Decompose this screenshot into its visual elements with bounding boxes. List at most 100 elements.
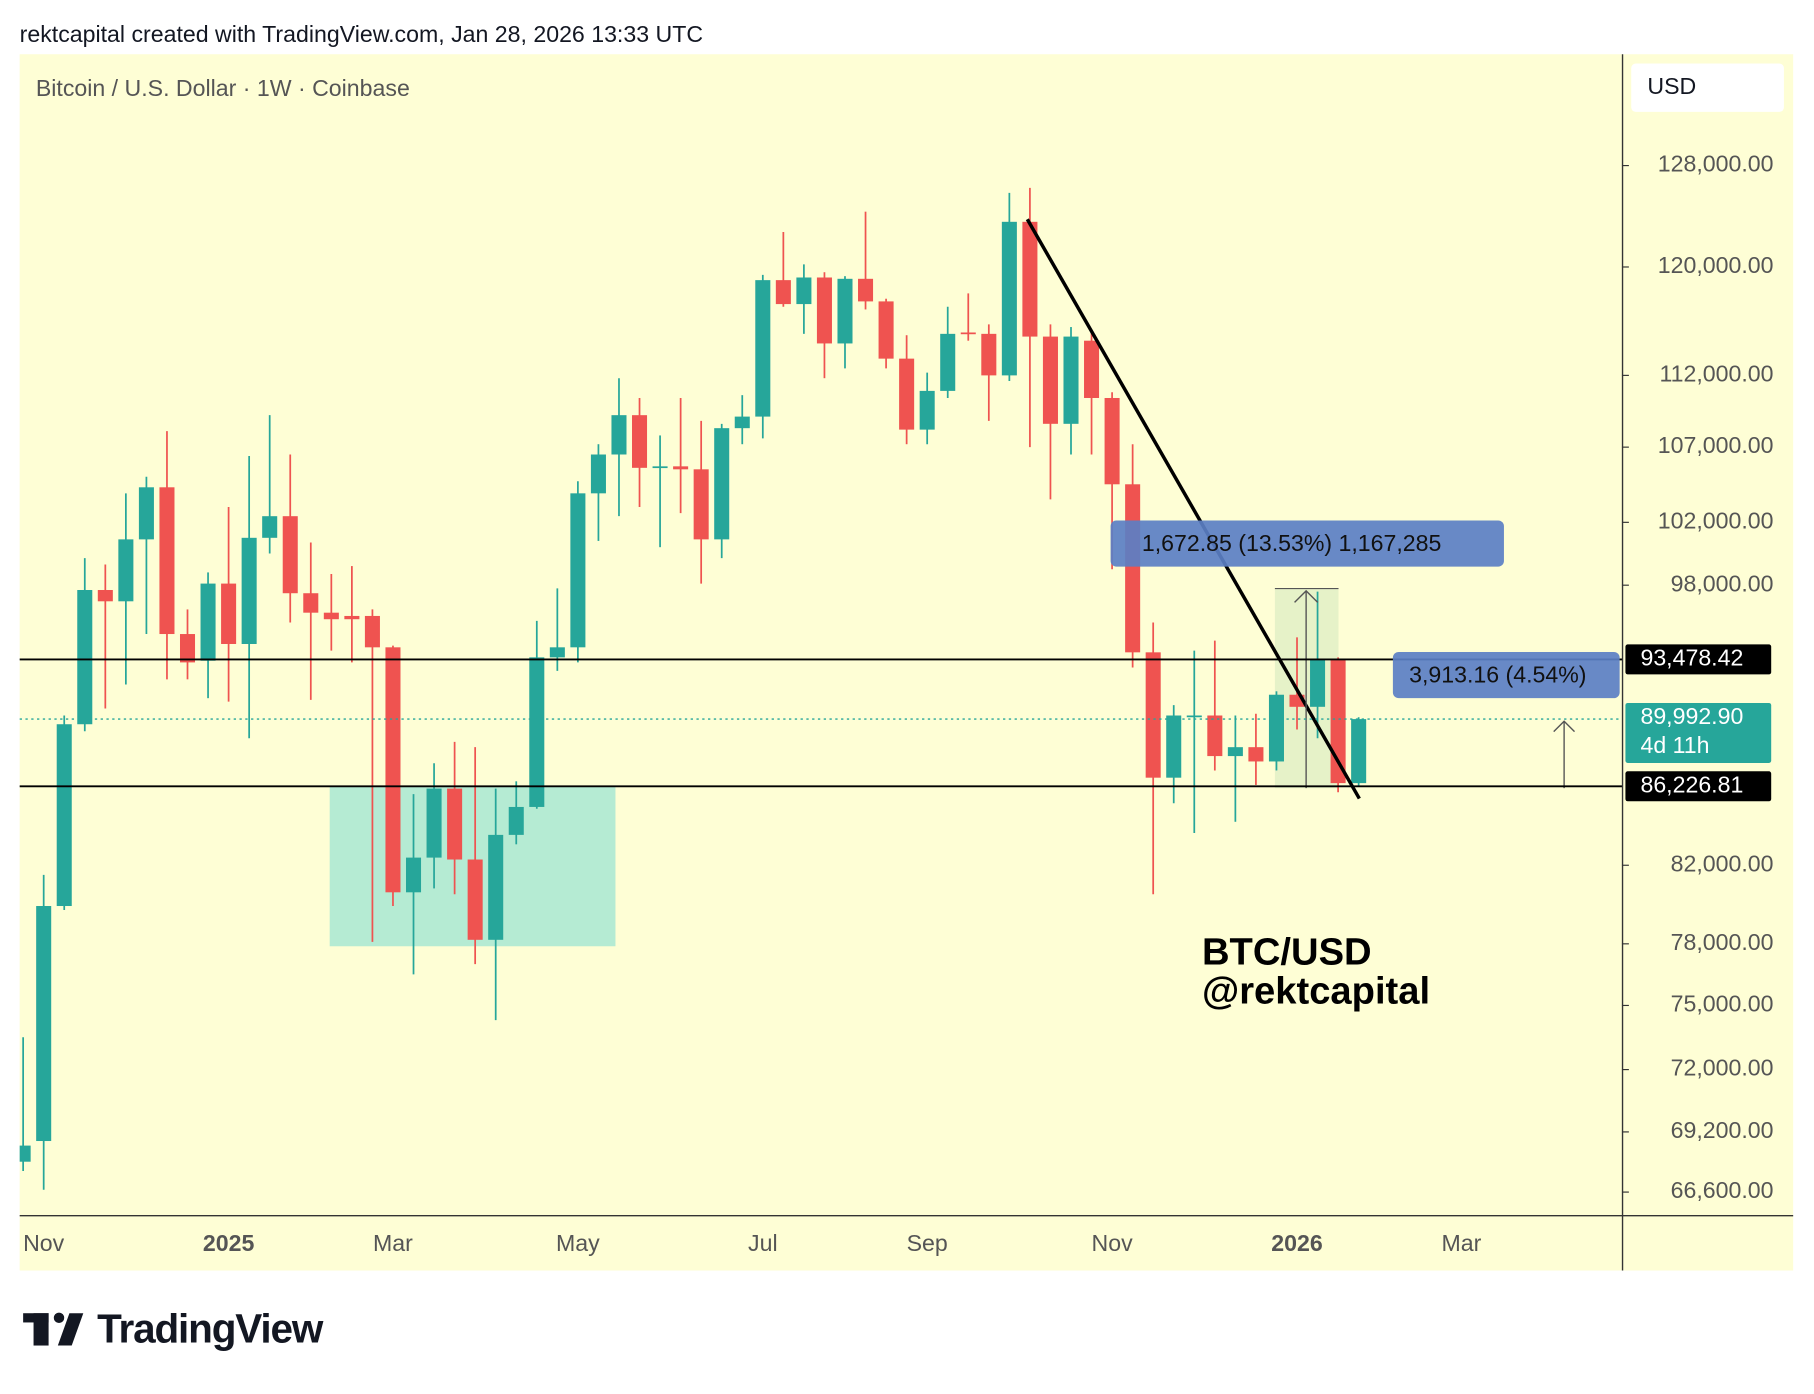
header: rektcapital created with TradingView.com… — [20, 21, 703, 47]
candle-body — [1084, 340, 1100, 398]
y-tick-label: 107,000.00 — [1658, 432, 1774, 458]
price-label-box — [1625, 644, 1772, 675]
watermark: BTC/USD — [1202, 930, 1372, 973]
candle-body — [1207, 715, 1223, 757]
currency: USD — [1647, 73, 1696, 99]
x-tick-label: Jul — [748, 1230, 778, 1256]
candle-body — [1186, 715, 1202, 718]
candle-body — [508, 806, 524, 835]
candle-body — [262, 516, 278, 538]
candle-body — [56, 724, 72, 907]
candle-body — [878, 301, 894, 359]
candle-body — [36, 906, 52, 1142]
price-label: 86,226.81 — [1640, 771, 1743, 797]
price-label: 89,992.90 — [1640, 703, 1743, 729]
candle-body — [775, 280, 791, 305]
candle-body — [323, 612, 339, 620]
candle-body — [652, 466, 668, 469]
candle-body — [344, 615, 360, 620]
chart-title: Bitcoin / U.S. Dollar · 1W · Coinbase — [36, 75, 410, 101]
candle-body — [447, 788, 463, 860]
candle-body — [1001, 221, 1017, 376]
candle-body — [241, 537, 257, 644]
logo-icon — [23, 1312, 84, 1346]
candle-body — [734, 416, 750, 429]
measure-arrow-head — [1294, 589, 1319, 603]
x-tick-label: 2026 — [1271, 1230, 1323, 1256]
y-tick-label: 66,600.00 — [1671, 1177, 1774, 1203]
candle-body — [816, 277, 832, 344]
candle-body — [426, 788, 442, 858]
candle-body — [364, 615, 380, 648]
candle-body — [200, 583, 216, 661]
price-label: 93,478.42 — [1640, 645, 1743, 671]
candle-body — [1063, 336, 1079, 424]
candle-body — [405, 857, 422, 893]
y-tick-label: 69,200.00 — [1671, 1117, 1774, 1143]
candle-body — [118, 539, 134, 602]
candle-body — [981, 333, 997, 376]
candle-body — [282, 516, 298, 594]
candle-body — [1248, 747, 1264, 762]
x-tick-label: Nov — [1092, 1230, 1134, 1256]
measure-box — [1110, 520, 1504, 567]
candle-body — [221, 583, 237, 644]
candle-body — [1022, 221, 1038, 337]
candle-body — [796, 277, 812, 305]
y-tick-label: 75,000.00 — [1671, 991, 1774, 1017]
trendline — [1025, 218, 1361, 800]
candle-body — [488, 834, 504, 940]
candle-body — [1351, 719, 1367, 784]
y-tick-label: 102,000.00 — [1658, 507, 1774, 533]
candle-body — [899, 358, 915, 430]
y-tick-label: 128,000.00 — [1658, 151, 1774, 177]
candle-body — [179, 634, 196, 663]
candle-body — [549, 647, 565, 658]
candle-body — [837, 278, 853, 344]
currency-box[interactable] — [1631, 63, 1784, 112]
measure-box — [1392, 651, 1620, 699]
measure-label: 3,913.16 (4.54%) — [1409, 661, 1586, 687]
candle-body — [1125, 484, 1141, 653]
x-tick-label: 2025 — [203, 1230, 255, 1256]
measure-label: 1,672.85 (13.53%) 1,167,285 — [1142, 530, 1442, 556]
y-tick-label: 78,000.00 — [1671, 929, 1774, 955]
y-tick-label: 120,000.00 — [1658, 252, 1774, 278]
candle-body — [940, 333, 956, 391]
candle-body — [960, 332, 976, 335]
candle-body — [77, 590, 93, 725]
candle-body — [632, 415, 648, 468]
countdown: 4d 11h — [1640, 732, 1709, 758]
candle-body — [1166, 715, 1182, 778]
y-tick-label: 82,000.00 — [1671, 850, 1774, 876]
candle-body — [1104, 397, 1120, 485]
candle-body — [467, 859, 483, 940]
price-levels: 93,478.42 89,992.90 4d 11h 86,226.81 — [19, 644, 1772, 802]
candle-body — [138, 487, 154, 540]
x-tick-label: May — [556, 1230, 600, 1256]
candle-body — [1042, 336, 1058, 424]
price-label-box — [1625, 702, 1772, 763]
candle-body — [755, 280, 771, 417]
x-tick-label: Mar — [373, 1230, 413, 1256]
x-tick-label: Nov — [23, 1230, 65, 1256]
x-tick-label: Sep — [907, 1230, 948, 1256]
candle-body — [673, 466, 689, 470]
y-tick-label: 72,000.00 — [1671, 1055, 1774, 1081]
y-tick-label: 98,000.00 — [1671, 570, 1774, 596]
candle-body — [1145, 652, 1161, 778]
logo-text: TradingView — [97, 1305, 324, 1351]
measure-arrow-head — [1553, 720, 1576, 733]
candle-body — [1310, 659, 1326, 707]
price-label-box — [1625, 771, 1772, 802]
candle-body — [570, 493, 586, 648]
candle-body — [858, 278, 874, 302]
candle-body — [1227, 747, 1243, 757]
candle-body — [919, 390, 935, 430]
x-tick-label: Mar — [1441, 1230, 1481, 1256]
candle-body — [529, 657, 545, 807]
candle-body — [693, 469, 709, 540]
candle-body — [19, 1145, 31, 1162]
candle-body — [714, 428, 730, 540]
